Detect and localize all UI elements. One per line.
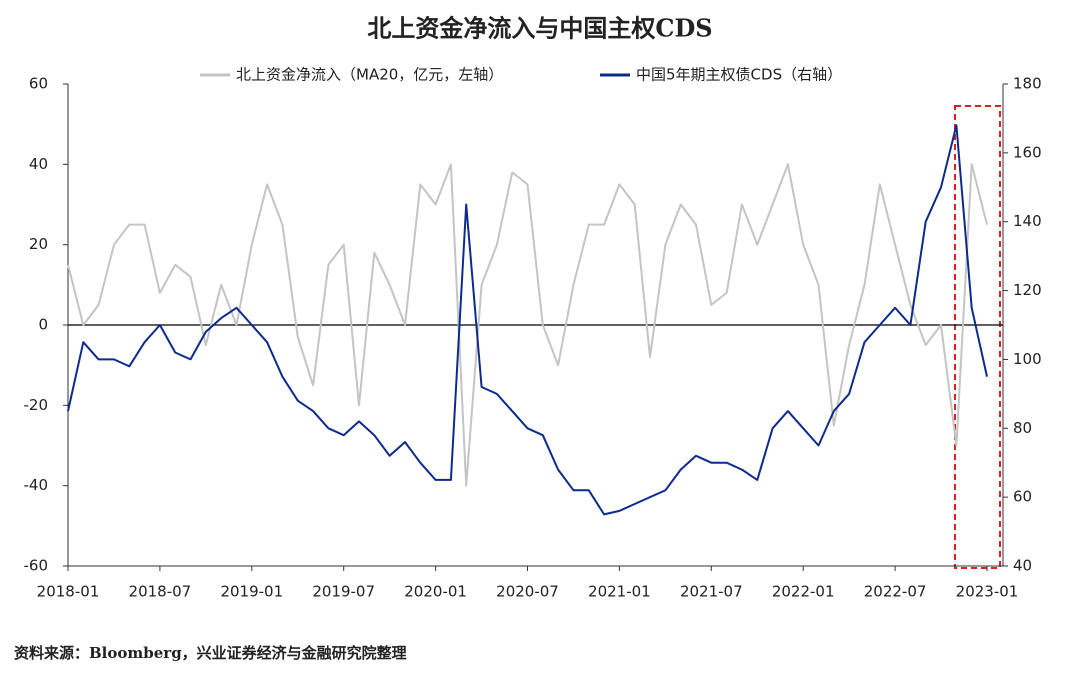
y2-tick-label: 140 xyxy=(1013,212,1042,230)
y-tick-label: -60 xyxy=(24,557,49,575)
y2-tick-label: 80 xyxy=(1013,419,1032,437)
y-tick-label: 20 xyxy=(29,235,48,253)
y-tick-label: 0 xyxy=(38,316,48,334)
y2-tick-label: 40 xyxy=(1013,557,1032,575)
x-tick-label: 2021-07 xyxy=(680,583,743,601)
x-tick-label: 2022-07 xyxy=(864,583,927,601)
y2-tick-label: 100 xyxy=(1013,350,1042,368)
legend-label: 中国5年期主权债CDS（右轴） xyxy=(636,66,842,84)
x-tick-label: 2020-07 xyxy=(496,583,559,601)
y2-tick-label: 160 xyxy=(1013,143,1042,161)
y-tick-label: -40 xyxy=(24,476,49,494)
series-line xyxy=(67,163,988,487)
x-tick-label: 2020-01 xyxy=(404,583,467,601)
x-tick-label: 2019-07 xyxy=(312,583,375,601)
chart-title: 北上资金净流入与中国主权CDS xyxy=(367,14,712,43)
y2-tick-label: 180 xyxy=(1013,75,1042,93)
x-tick-label: 2021-01 xyxy=(588,583,651,601)
y2-tick-label: 60 xyxy=(1013,488,1032,506)
series-line xyxy=(67,124,988,516)
highlight-box xyxy=(954,105,1001,569)
source-note: 资料来源：Bloomberg，兴业证券经济与金融研究院整理 xyxy=(14,644,407,662)
x-tick-label: 2018-01 xyxy=(37,583,100,601)
y-tick-label: 60 xyxy=(29,75,48,93)
y-tick-label: -20 xyxy=(24,396,49,414)
x-tick-label: 2019-01 xyxy=(220,583,283,601)
x-tick-label: 2022-01 xyxy=(772,583,835,601)
legend-label: 北上资金净流入（MA20，亿元，左轴） xyxy=(236,66,503,84)
y2-tick-label: 120 xyxy=(1013,281,1042,299)
y-tick-label: 40 xyxy=(29,155,48,173)
x-tick-label: 2023-01 xyxy=(956,583,1019,601)
x-tick-label: 2018-07 xyxy=(129,583,192,601)
